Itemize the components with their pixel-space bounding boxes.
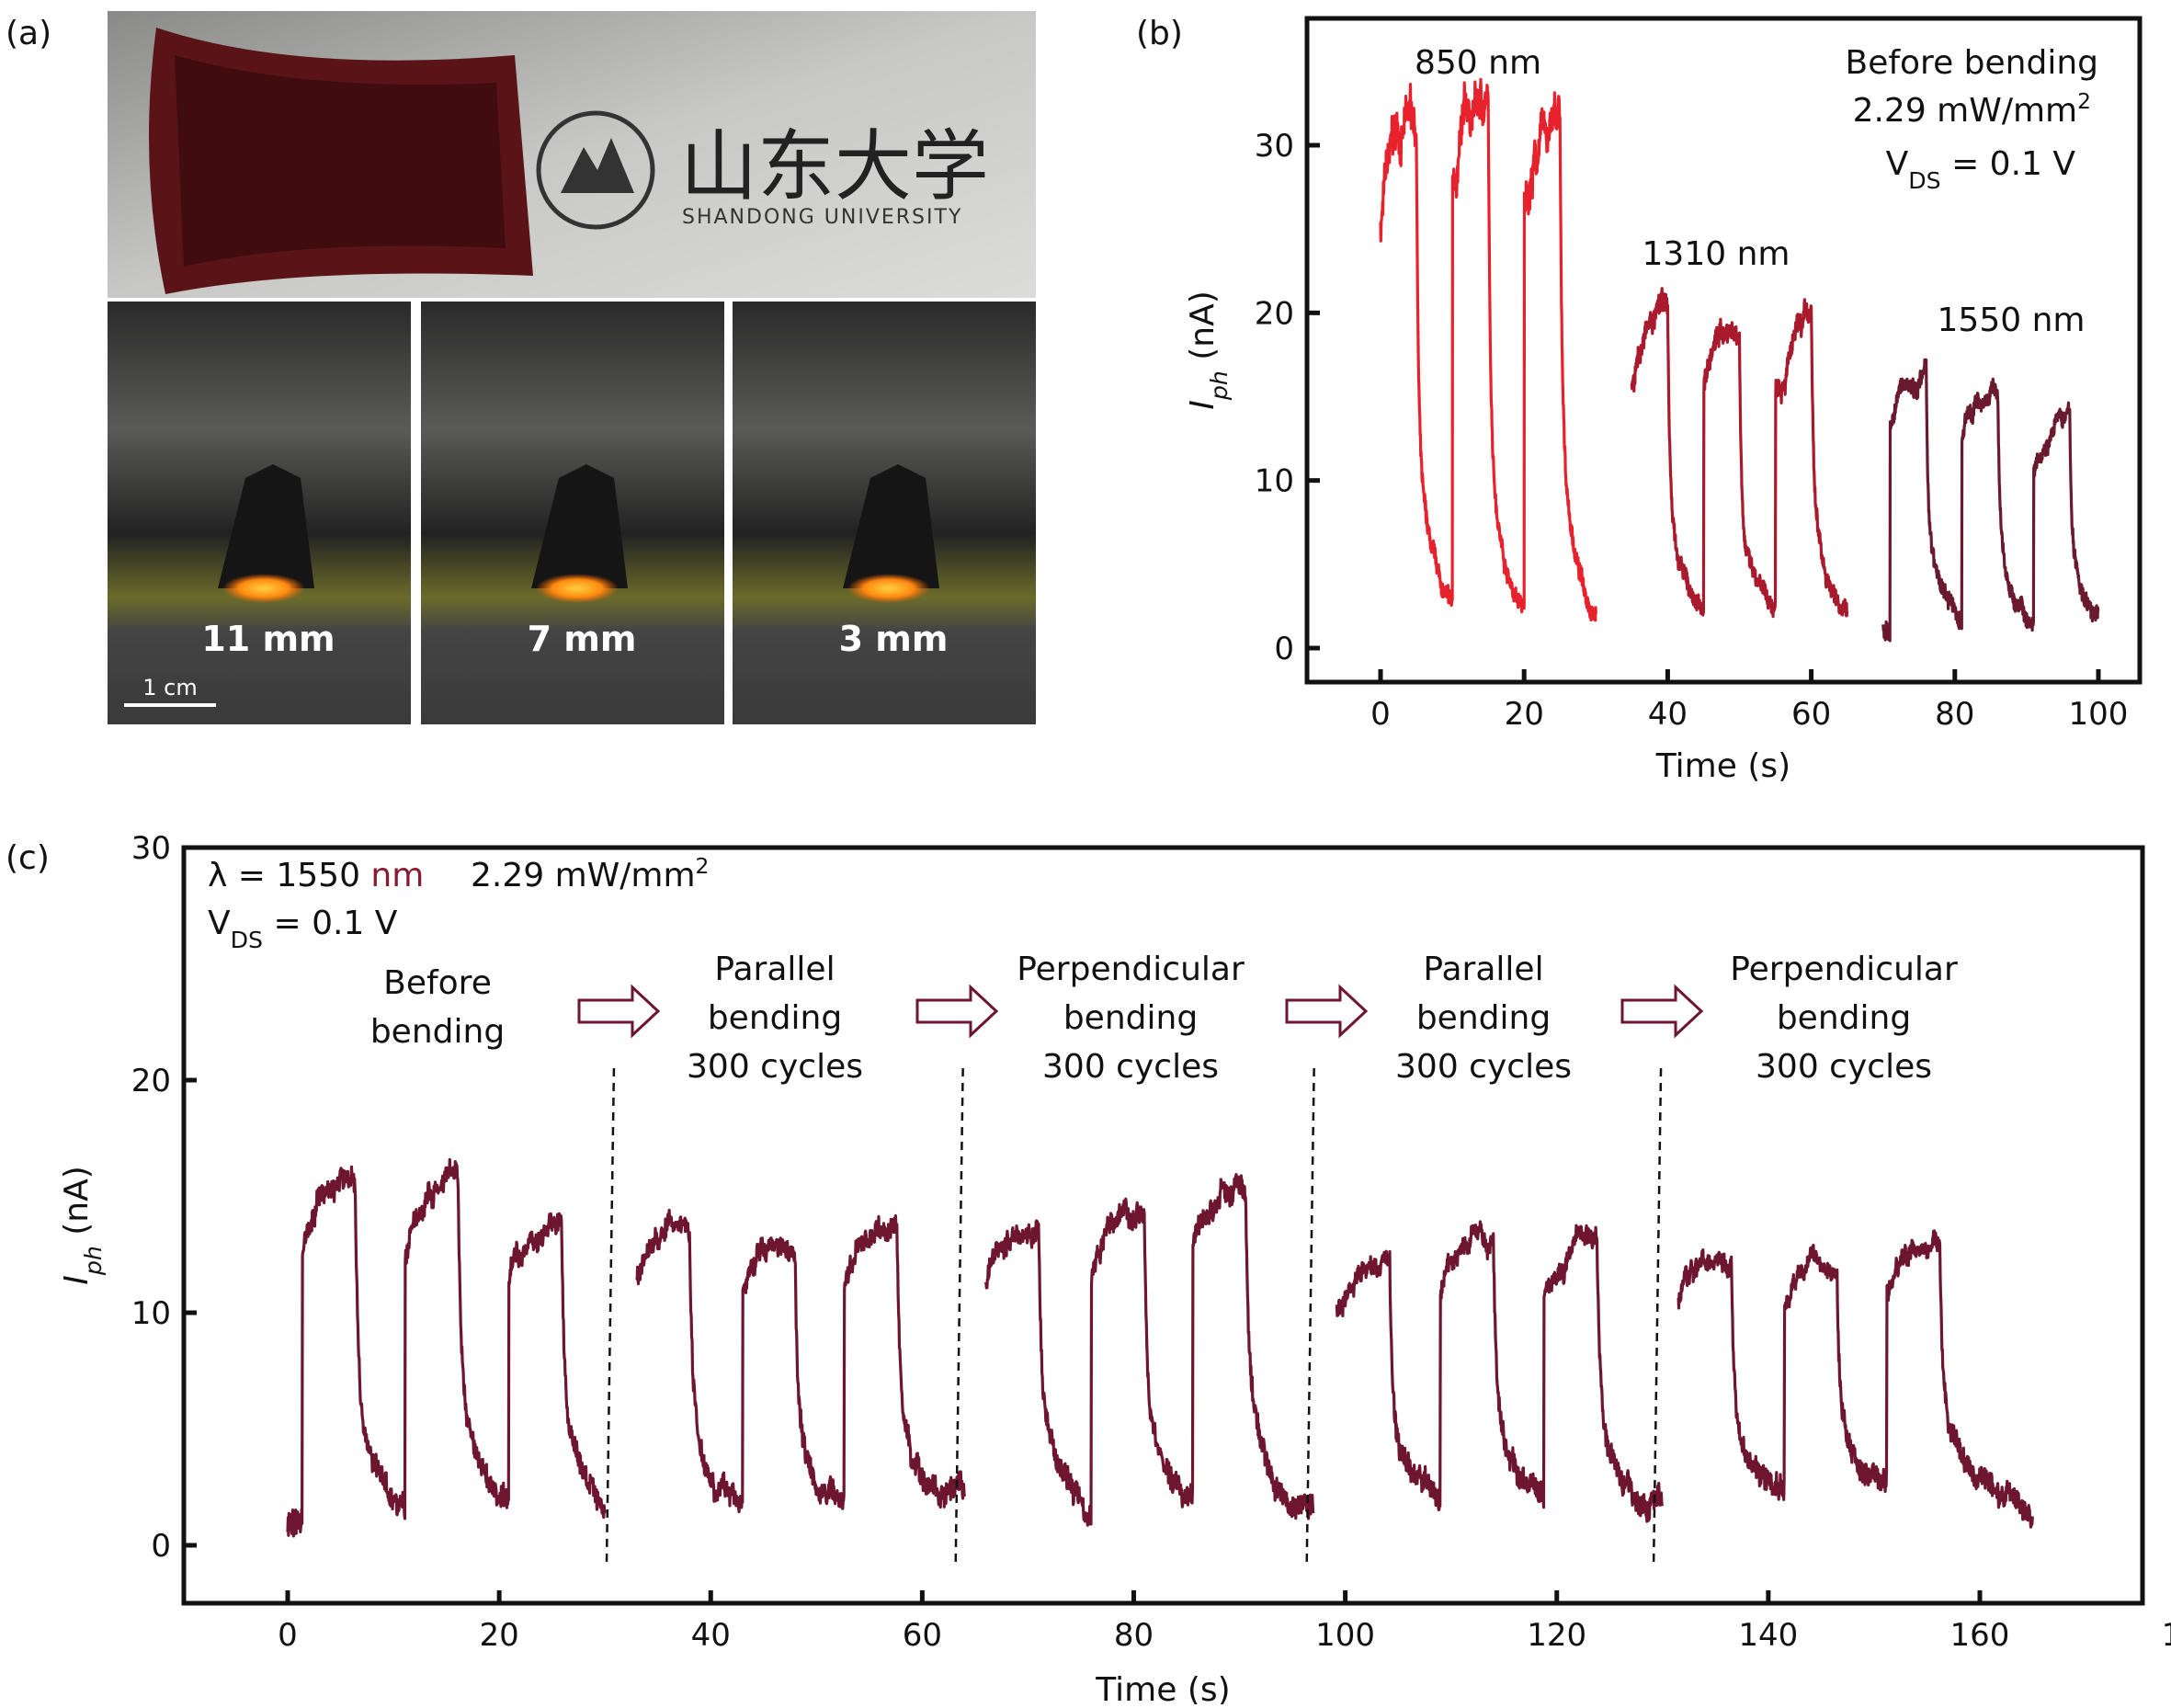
y-tick-label: 30 [1255, 128, 1294, 165]
x-tick-label: 20 [1505, 696, 1544, 733]
wavelength-label: 1310 nm [1642, 235, 1790, 273]
x-axis-label: Time (s) [1655, 747, 1790, 785]
stage-divider [605, 1067, 616, 1568]
y-tick-label: 20 [1255, 295, 1294, 332]
series-line-1 [635, 1208, 966, 1514]
stage-arrow-icon [577, 984, 661, 1039]
y-tick-label: 10 [131, 1295, 171, 1332]
x-tick-label: 40 [691, 1617, 731, 1654]
stage-arrow-icon [915, 984, 999, 1039]
x-tick-label: 20 [479, 1617, 518, 1654]
photo-bending-1: 7 mm [421, 302, 724, 724]
series-line-3 [1335, 1220, 1664, 1523]
x-tick-label: 180 [2162, 1617, 2171, 1654]
stage-divider [954, 1067, 964, 1568]
stage-divider [1652, 1067, 1663, 1568]
stage-label: Perpendicular [1730, 951, 1958, 988]
distance-label: 7 mm [528, 619, 637, 659]
logo-chinese: 山东大学 [680, 121, 989, 211]
vds-label: VDS = 0.1 V [1886, 145, 2076, 194]
distance-label: 3 mm [839, 619, 949, 659]
device-shape [531, 464, 628, 588]
x-tick-label: 0 [278, 1617, 298, 1654]
x-tick-label: 60 [1791, 696, 1831, 733]
panel-label-b: (b) [1136, 15, 1183, 52]
stage-label: bending [370, 1013, 505, 1051]
series-line-1 [1630, 287, 1849, 619]
photo-bending-2: 3 mm [733, 302, 1036, 724]
stage-label: Before [383, 964, 492, 1002]
wavelength-annotation: λ = 1550 nm [208, 857, 424, 894]
photo-top: 山东大学 SHANDONG UNIVERSITY [108, 11, 1036, 298]
y-tick-label: 0 [151, 1528, 171, 1565]
x-tick-label: 120 [1527, 1617, 1586, 1654]
stage-arrow-icon [1285, 984, 1369, 1039]
x-tick-label: 100 [2069, 696, 2129, 733]
vds-annotation: VDS = 0.1 V [208, 905, 398, 953]
scale-bar-label: 1 cm [142, 675, 197, 700]
photo-row: 11 mm 7 mm 3 mm 1 cm [108, 302, 1036, 724]
chart-b: 0 20 40 60 80 100 0 10 20 30 Time (s) Iph (nA) 850 n… [1184, 16, 2143, 785]
stage-label: 300 cycles [1756, 1048, 1932, 1086]
stage-label: Parallel [714, 951, 835, 988]
photo-bending-0: 11 mm [108, 302, 411, 724]
distance-label: 11 mm [201, 619, 335, 659]
x-tick-label: 0 [1370, 696, 1391, 733]
light-spot [536, 574, 619, 603]
y-tick-label: 20 [131, 1063, 171, 1099]
series-line-2 [1881, 358, 2100, 643]
y-tick-label: 0 [1274, 631, 1294, 667]
x-tick-label: 140 [1738, 1617, 1798, 1654]
x-tick-label: 80 [1114, 1617, 1154, 1654]
x-tick-label: 40 [1648, 696, 1688, 733]
condition-label: Before bending [1846, 44, 2098, 82]
chart-c: 0 20 40 60 80 100 120 140 160 180 0 10 20 30 Time (s) I… [58, 830, 2171, 1708]
light-spot [222, 574, 305, 603]
stage-label: bending [1063, 999, 1198, 1037]
y-tick-label: 30 [131, 830, 171, 867]
y-axis-label: Iph (nA) [58, 1166, 107, 1285]
stage-label: bending [708, 999, 842, 1037]
stage-arrow-icon [1620, 984, 1704, 1039]
stage-label: Perpendicular [1017, 951, 1245, 988]
stage-label: 300 cycles [1042, 1048, 1219, 1086]
axes-frame [1304, 16, 2143, 685]
series-line-0 [286, 1157, 607, 1538]
panel-label-c: (c) [6, 839, 50, 877]
university-seal [536, 110, 655, 230]
x-axis-label: Time (s) [1095, 1671, 1230, 1704]
stage-label: 300 cycles [1395, 1048, 1572, 1086]
x-tick-label: 60 [903, 1617, 942, 1654]
x-tick-label: 100 [1315, 1617, 1375, 1654]
logo-english: SHANDONG UNIVERSITY [682, 206, 962, 229]
axes-frame [181, 845, 2145, 1606]
stage-label: Parallel [1423, 951, 1543, 988]
wavelength-label: 1550 nm [1938, 302, 2086, 339]
stage-label: bending [1777, 999, 1911, 1037]
series-line-4 [1677, 1229, 2034, 1529]
stage-divider [1305, 1067, 1315, 1568]
stage-label: bending [1416, 999, 1551, 1037]
y-tick-label: 10 [1255, 463, 1294, 500]
x-tick-label: 160 [1950, 1617, 2010, 1654]
device-shape [218, 464, 314, 588]
stage-label: 300 cycles [687, 1048, 863, 1086]
y-axis-label: Iph (nA) [1184, 290, 1233, 410]
series-line-0 [1379, 77, 1597, 622]
power-label: 2.29 mW/mm2 [1853, 88, 2091, 130]
device-shape [843, 464, 939, 588]
power-annotation: 2.29 mW/mm2 [471, 853, 709, 894]
series-line-2 [983, 1172, 1315, 1527]
wavelength-label: 850 nm [1415, 44, 1541, 82]
light-spot [847, 574, 930, 603]
x-tick-label: 80 [1935, 696, 1974, 733]
panel-label-a: (a) [6, 15, 51, 52]
